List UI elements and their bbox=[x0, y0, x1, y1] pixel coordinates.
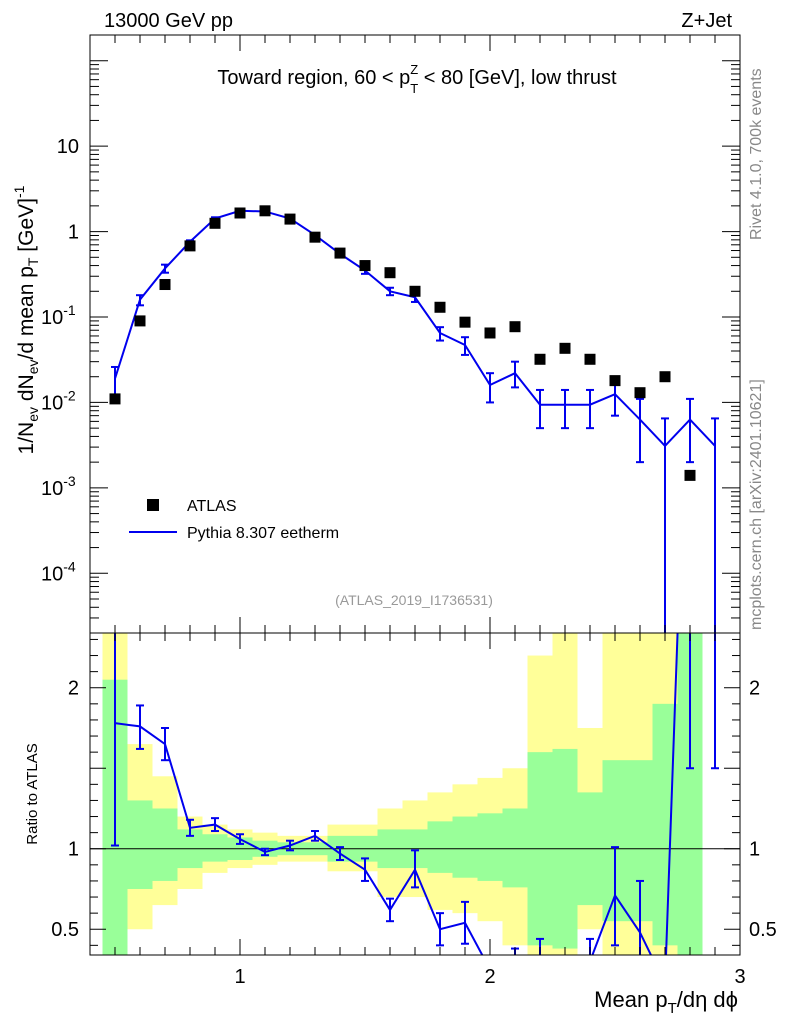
atlas-data-point bbox=[409, 285, 421, 297]
x-tick-label: 2 bbox=[484, 966, 495, 988]
y-tick-label: 10-1 bbox=[41, 302, 76, 329]
y-tick-label: 10-4 bbox=[41, 558, 76, 585]
atlas-data-point bbox=[334, 247, 346, 259]
energy-label: 13000 GeV pp bbox=[104, 10, 233, 32]
y-tick-label: 10-2 bbox=[41, 387, 76, 414]
axis-tick-labels: 1 2 3 10-4 10-3 10-2 10-1 1 10 0.5 0.5 1 1 2 2 bbox=[41, 136, 777, 988]
legend: ATLAS Pythia 8.307 eetherm bbox=[129, 498, 339, 542]
region-title: Toward region, 60 < pZ T < 80 [GeV], low … bbox=[217, 62, 617, 96]
main-frame bbox=[89, 34, 741, 634]
atlas-data-markers bbox=[109, 205, 696, 481]
ratio-clipped-group bbox=[111, 633, 719, 955]
atlas-data-point bbox=[584, 353, 596, 365]
mcplots-site-label: mcplots.cern.ch [arXiv:2401.10621] bbox=[748, 379, 765, 630]
legend-mc-label: Pythia 8.307 eetherm bbox=[187, 525, 339, 542]
atlas-data-point bbox=[634, 387, 646, 399]
atlas-data-point bbox=[259, 205, 271, 217]
atlas-data-point bbox=[309, 231, 321, 243]
legend-atlas-marker bbox=[147, 499, 159, 511]
x-tick-label: 3 bbox=[734, 966, 745, 988]
x-tick-label: 1 bbox=[234, 966, 245, 988]
band-green-bin bbox=[502, 808, 528, 888]
band-green-bin bbox=[477, 813, 503, 881]
mc-line-ratio bbox=[111, 633, 719, 955]
atlas-data-point bbox=[609, 375, 621, 387]
band-green-bin bbox=[427, 821, 453, 873]
y-tick-label: 10-3 bbox=[41, 473, 76, 500]
ratio-uncertainty-bands bbox=[102, 633, 703, 955]
band-green-bin bbox=[152, 808, 178, 881]
ratio-y-tick-label-left: 2 bbox=[68, 678, 79, 700]
y-tick-label: 10 bbox=[57, 136, 79, 158]
atlas-data-point bbox=[484, 327, 496, 339]
mc-line-main bbox=[111, 208, 719, 633]
atlas-data-point bbox=[384, 267, 396, 279]
rivet-version-label: Rivet 4.1.0, 700k events bbox=[748, 68, 765, 240]
atlas-data-point bbox=[459, 316, 471, 328]
atlas-data-point bbox=[134, 315, 146, 327]
band-green-bin bbox=[452, 816, 478, 878]
band-green-bin bbox=[202, 834, 228, 862]
legend-atlas-label: ATLAS bbox=[187, 498, 237, 515]
atlas-data-point bbox=[159, 279, 171, 291]
ratio-y-tick-label-right: 1 bbox=[749, 839, 760, 861]
ratio-y-tick-label-right: 2 bbox=[749, 678, 760, 700]
axis-ticks bbox=[89, 34, 741, 955]
y-tick-label: 1 bbox=[68, 222, 79, 244]
atlas-data-point bbox=[534, 353, 546, 365]
atlas-data-point bbox=[659, 371, 671, 383]
atlas-data-point bbox=[184, 240, 196, 252]
atlas-data-point bbox=[284, 213, 296, 225]
analysis-id: (ATLAS_2019_I1736531) bbox=[335, 592, 493, 608]
atlas-data-point bbox=[684, 469, 696, 481]
x-axis-title: Mean pT/dη dϕ bbox=[594, 987, 738, 1017]
atlas-data-point bbox=[209, 217, 221, 229]
main-y-axis-title: 1/Nev dNev/d mean pT [GeV]-1 bbox=[11, 185, 41, 454]
atlas-data-point bbox=[509, 321, 521, 333]
process-label: Z+Jet bbox=[681, 10, 732, 32]
mc-main-curve bbox=[114, 209, 716, 448]
atlas-data-point bbox=[234, 207, 246, 219]
atlas-data-point bbox=[359, 260, 371, 272]
band-green-bin bbox=[127, 800, 153, 889]
ratio-y-tick-label-left: 1 bbox=[68, 839, 79, 861]
ratio-y-tick-label-left: 0.5 bbox=[51, 919, 79, 941]
atlas-data-point bbox=[109, 393, 121, 405]
atlas-data-point bbox=[434, 301, 446, 313]
ratio-y-tick-label-right: 0.5 bbox=[749, 919, 777, 941]
atlas-data-point bbox=[559, 342, 571, 354]
ratio-y-axis-title: Ratio to ATLAS bbox=[24, 743, 41, 844]
